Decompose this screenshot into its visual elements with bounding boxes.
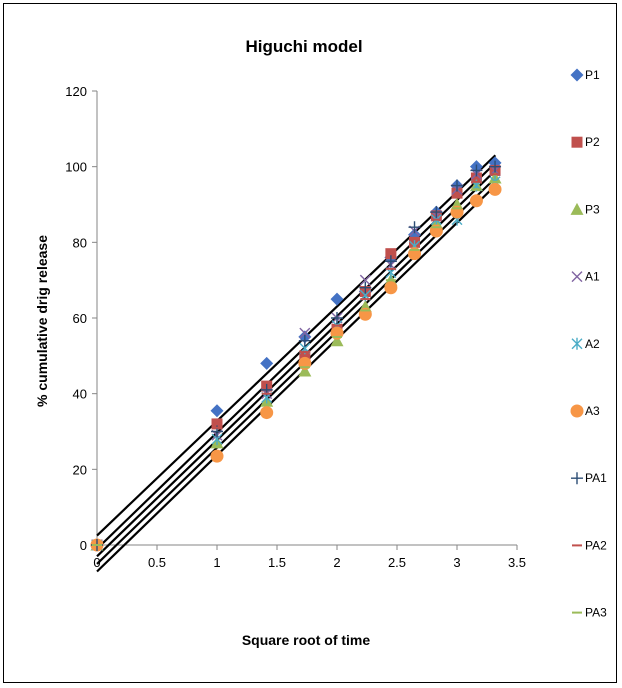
data-point [430, 206, 443, 219]
x-tick-label: 3 [453, 555, 460, 570]
legend-item-p2: P2 [571, 135, 600, 149]
legend-item-p1: P1 [570, 68, 600, 82]
legend-marker [571, 271, 583, 283]
data-point [211, 418, 223, 430]
data-point [299, 350, 311, 362]
data-point [470, 164, 483, 177]
data-point [488, 182, 502, 196]
legend-label: PA1 [585, 471, 607, 485]
chart-title: Higuchi model [245, 37, 362, 56]
legend-marker [570, 202, 584, 215]
legend-item-a3: A3 [570, 404, 600, 418]
legend-label: A1 [585, 270, 600, 284]
legend-marker [570, 68, 584, 82]
data-point [359, 281, 372, 294]
trendline [96, 177, 497, 565]
legend-label: P1 [585, 68, 600, 82]
legend-marker [571, 136, 583, 148]
y-tick-label: 20 [73, 462, 87, 477]
trendline [96, 154, 497, 537]
legend-item-pa1: PA1 [571, 471, 607, 485]
legend-label: PA3 [585, 606, 607, 620]
y-tick-label: 0 [80, 538, 87, 553]
data-point [451, 179, 463, 192]
data-point [330, 334, 344, 347]
data-point [298, 364, 312, 377]
data-points [90, 156, 502, 552]
legend-marker [571, 472, 583, 485]
legend-marker [570, 404, 584, 418]
higuchi-chart: Higuchi model Square root of time % cumu… [34, 37, 607, 648]
x-tick-label: 3.5 [508, 555, 526, 570]
trendline [96, 169, 497, 558]
data-point [210, 404, 224, 418]
y-tick-label: 100 [65, 160, 87, 175]
data-point [331, 312, 343, 324]
data-point [385, 248, 397, 260]
data-point [384, 255, 397, 268]
data-point [299, 327, 311, 339]
data-point [469, 194, 483, 208]
axes: 02040608010012000.511.522.533.5 [65, 84, 526, 570]
data-point [359, 274, 371, 286]
trendlines [96, 154, 497, 573]
data-point [298, 334, 311, 347]
y-axis-label: % cumulative drig release [34, 235, 50, 407]
legend-label: A3 [585, 404, 600, 418]
data-point [408, 221, 421, 234]
x-axis-label: Square root of time [242, 632, 371, 648]
y-tick-label: 60 [73, 311, 87, 326]
trendline [96, 162, 497, 550]
trendline [96, 184, 497, 573]
data-point [260, 406, 274, 420]
data-point [489, 160, 502, 173]
legend-item-p3: P3 [570, 202, 600, 216]
x-tick-label: 2 [333, 555, 340, 570]
data-point [451, 187, 463, 199]
legend-marker [571, 337, 583, 350]
legend-item-a2: A2 [571, 337, 600, 351]
y-tick-label: 120 [65, 84, 87, 99]
data-point [210, 449, 224, 463]
y-tick-label: 80 [73, 235, 87, 250]
chart-frame: Higuchi model Square root of time % cumu… [3, 3, 617, 683]
series-pa3 [92, 180, 501, 546]
legend-label: A2 [585, 337, 600, 351]
data-point [470, 172, 482, 184]
legend: P1 P2 P3 A1 A2 A3 PA1 PA2 PA3 [570, 68, 607, 620]
data-point [384, 281, 398, 295]
legend-item-a1: A1 [571, 270, 600, 284]
x-tick-label: 1.5 [268, 555, 286, 570]
legend-item-pa2: PA2 [572, 538, 607, 552]
legend-item-pa3: PA3 [572, 606, 607, 620]
legend-label: P3 [585, 202, 600, 216]
legend-label: PA2 [585, 538, 607, 552]
data-point [260, 356, 274, 370]
x-tick-label: 0.5 [148, 555, 166, 570]
x-tick-label: 1 [213, 555, 220, 570]
data-point [330, 292, 344, 306]
y-tick-label: 40 [73, 387, 87, 402]
legend-label: P2 [585, 135, 600, 149]
x-tick-label: 2.5 [388, 555, 406, 570]
